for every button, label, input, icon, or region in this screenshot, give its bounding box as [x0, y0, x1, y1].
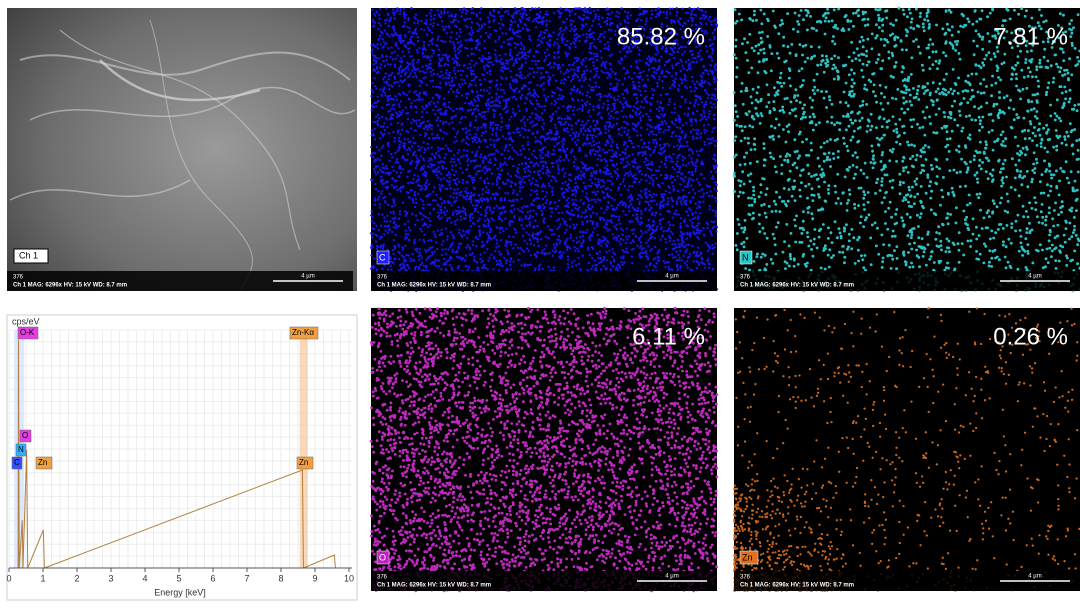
info-bar — [371, 271, 717, 291]
image-id: 376 — [13, 275, 24, 281]
peak-label: Zn — [299, 458, 308, 467]
element-tag: N — [742, 252, 749, 262]
element-dots — [732, 6, 1080, 293]
peak-label-box — [296, 456, 314, 470]
info-bar — [734, 571, 1080, 591]
peak-label-box — [17, 326, 39, 340]
peak-label: N — [18, 445, 24, 454]
peak-label: O-K — [20, 328, 35, 337]
x-tick-label: 3 — [108, 573, 113, 583]
image-info: Ch 1 MAG: 6296x HV: 15 kV WD: 8.7 mm — [377, 283, 491, 289]
peak-label: Zn-Kα — [292, 328, 314, 337]
x-axis-label: Energy [keV] — [154, 587, 206, 597]
image-info: Ch 1 MAG: 6296x HV: 15 kV WD: 8.7 mm — [377, 583, 491, 589]
scale-label: 4 µm — [1028, 274, 1041, 280]
scale-label: 4 µm — [665, 574, 678, 580]
peak-label-box — [15, 443, 27, 457]
scale-label: 4 µm — [1028, 574, 1041, 580]
x-tick-label: 1 — [40, 573, 45, 583]
element-tag: C — [379, 252, 386, 262]
peak-label: Zn — [38, 458, 47, 467]
image-id: 376 — [377, 575, 388, 581]
element-percent: 0.26 % — [993, 323, 1068, 350]
y-axis-label: cps/eV — [12, 316, 40, 326]
element-percent: 6.11 % — [632, 323, 705, 350]
scale-label: 4 µm — [301, 274, 314, 280]
element-tag-box — [376, 250, 390, 265]
image-id: 376 — [377, 275, 388, 281]
peak-label-box — [11, 456, 23, 470]
x-tick-label: 9 — [312, 573, 317, 583]
channel-tag: Ch 1 — [19, 250, 38, 260]
image-id: 376 — [740, 275, 751, 281]
element-tag-box — [739, 250, 753, 265]
info-bar — [734, 271, 1080, 291]
element-percent: 85.82 % — [617, 23, 705, 50]
map-background — [734, 8, 1080, 291]
element-tag: Zn — [742, 552, 753, 562]
x-tick-label: 8 — [278, 573, 283, 583]
peak-band — [299, 330, 308, 568]
image-id: 376 — [740, 575, 751, 581]
x-tick-label: 5 — [176, 573, 181, 583]
element-percent: 7.81 % — [993, 23, 1068, 50]
x-tick-label: 7 — [244, 573, 249, 583]
element-tag-box — [376, 550, 390, 565]
channel-box — [13, 248, 49, 264]
x-tick-label: 4 — [142, 573, 147, 583]
map-background — [734, 308, 1080, 591]
image-info: Ch 1 MAG: 6296x HV: 15 kV WD: 8.7 mm — [13, 283, 127, 289]
peak-label: O — [22, 431, 28, 440]
peak-label: C — [14, 458, 20, 467]
element-tag: O — [379, 552, 386, 562]
peak-label-box — [35, 456, 53, 470]
element-tag-box — [739, 550, 759, 565]
sem-texture — [9, 19, 356, 291]
x-tick-label: 2 — [74, 573, 79, 583]
info-bar — [371, 571, 717, 591]
x-tick-label: 6 — [210, 573, 215, 583]
peak-label-box — [19, 429, 32, 443]
x-tick-label: 0 — [6, 573, 11, 583]
scale-label: 4 µm — [665, 274, 678, 280]
peak-label-box — [289, 326, 319, 340]
image-info: Ch 1 MAG: 6296x HV: 15 kV WD: 8.7 mm — [740, 283, 854, 289]
sem-image — [7, 8, 357, 291]
x-tick-label: 10 — [344, 573, 354, 583]
info-bar — [7, 271, 353, 291]
image-info: Ch 1 MAG: 6296x HV: 15 kV WD: 8.7 mm — [740, 583, 854, 589]
